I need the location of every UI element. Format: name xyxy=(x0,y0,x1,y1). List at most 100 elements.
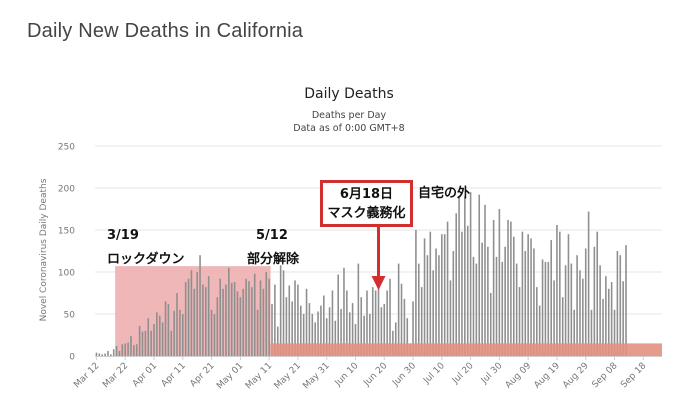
bar xyxy=(464,196,466,356)
bar xyxy=(107,350,109,356)
bar xyxy=(268,278,270,356)
bar xyxy=(253,273,256,356)
x-tick-label: Jul 10 xyxy=(421,361,447,387)
bar xyxy=(311,314,314,356)
bar xyxy=(602,298,604,356)
bar xyxy=(530,238,532,356)
bar xyxy=(599,265,601,356)
bar xyxy=(446,221,449,356)
bar xyxy=(389,278,391,356)
mask-date: 6月18日 xyxy=(339,186,394,202)
bar xyxy=(282,270,285,356)
chart-subtitle-1: Deaths per Day xyxy=(312,110,387,121)
bar xyxy=(607,288,610,356)
bar xyxy=(489,293,492,356)
bar xyxy=(95,352,98,356)
bar xyxy=(228,267,230,356)
x-tick-label: Apr 11 xyxy=(160,361,188,389)
bar xyxy=(380,307,383,356)
bar xyxy=(397,263,400,356)
bar xyxy=(320,305,322,356)
bar-series xyxy=(95,192,627,356)
bar xyxy=(167,303,170,356)
bar xyxy=(245,278,247,356)
bar xyxy=(544,261,547,356)
bar xyxy=(265,272,268,356)
bar xyxy=(173,310,175,356)
bar xyxy=(426,255,429,356)
bar xyxy=(420,287,423,356)
bar xyxy=(179,309,181,356)
bar xyxy=(512,236,515,356)
bar xyxy=(547,261,550,356)
bar xyxy=(481,242,483,356)
bar xyxy=(110,354,112,356)
bar xyxy=(133,345,135,356)
bar xyxy=(187,278,190,356)
bar xyxy=(521,231,524,356)
bar xyxy=(354,324,357,356)
bar xyxy=(135,344,138,356)
bar xyxy=(625,245,627,356)
bar xyxy=(596,231,599,356)
y-tick-label: 100 xyxy=(58,269,75,279)
bar xyxy=(219,278,221,356)
bar xyxy=(441,234,443,356)
bar xyxy=(363,315,365,356)
bar xyxy=(515,263,518,356)
bar xyxy=(104,353,106,356)
bar xyxy=(484,204,486,356)
bar xyxy=(101,354,103,356)
bar xyxy=(348,312,351,356)
bar xyxy=(452,251,455,356)
bar xyxy=(256,309,259,356)
x-tick-label: May 21 xyxy=(273,361,303,391)
bar xyxy=(394,322,397,356)
page-title: Daily New Deaths in California xyxy=(27,20,304,42)
bar xyxy=(377,284,380,356)
bar xyxy=(559,231,561,356)
bar xyxy=(461,231,463,356)
bar xyxy=(323,295,325,356)
bar xyxy=(127,342,129,356)
bar xyxy=(302,314,305,356)
x-tick-label: Jun 20 xyxy=(362,361,390,389)
bar xyxy=(279,265,282,356)
x-tick-label: Sep 18 xyxy=(619,361,648,390)
bar xyxy=(478,194,481,356)
bar xyxy=(98,353,101,356)
bar xyxy=(495,256,498,356)
bar xyxy=(501,261,504,356)
y-tick-label: 200 xyxy=(58,185,75,195)
bar xyxy=(210,309,213,356)
bar xyxy=(533,248,535,356)
bar xyxy=(541,259,544,356)
bar xyxy=(400,283,403,356)
bar xyxy=(466,225,469,356)
bar xyxy=(492,219,495,356)
partial-lift-label: 部分解除 xyxy=(247,252,300,267)
y-tick-label: 50 xyxy=(64,311,76,321)
partial-lift-date: 5/12 xyxy=(256,228,288,243)
x-tick-label: Apr 21 xyxy=(188,361,216,389)
bar xyxy=(213,314,216,356)
bar xyxy=(216,297,219,356)
lockdown-date: 3/19 xyxy=(107,228,139,243)
bar xyxy=(487,246,489,356)
bar xyxy=(357,263,360,356)
bar xyxy=(299,305,302,356)
bar xyxy=(469,192,472,356)
bar xyxy=(156,312,158,356)
bar xyxy=(458,196,460,356)
bar xyxy=(251,287,253,356)
bar xyxy=(619,255,622,356)
chart-title: Daily Deaths xyxy=(304,86,394,102)
bar xyxy=(403,298,406,356)
y-tick-label: 0 xyxy=(69,353,75,363)
x-tick-label: Apr 01 xyxy=(131,361,159,389)
bar xyxy=(121,344,124,356)
x-tick-label: Sep 08 xyxy=(590,361,619,390)
bar xyxy=(360,297,363,356)
bar xyxy=(590,309,593,356)
bar xyxy=(567,234,570,356)
